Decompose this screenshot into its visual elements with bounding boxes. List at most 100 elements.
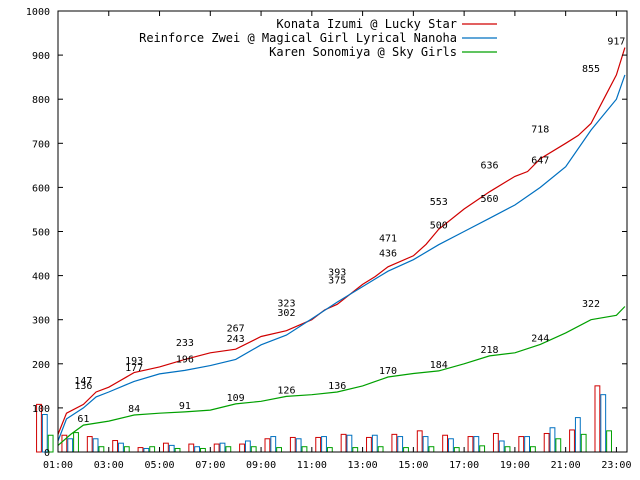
hourly-bar [67, 438, 74, 453]
x-tick-label: 23:00 [601, 460, 631, 471]
data-label: 184 [430, 360, 448, 371]
hourly-bar [574, 417, 581, 453]
x-tick-label: 09:00 [246, 460, 276, 471]
data-label: 218 [480, 345, 498, 356]
hourly-bar [41, 414, 48, 453]
hourly-bar [442, 434, 449, 453]
y-tick-label: 300 [32, 316, 50, 327]
hourly-bar [270, 436, 277, 453]
data-label: 136 [74, 381, 92, 392]
hourly-bar [555, 438, 562, 453]
hourly-bar [264, 438, 271, 453]
hourly-bar [213, 443, 220, 453]
x-tick-label: 05:00 [144, 460, 174, 471]
legend-label: Konata Izumi @ Lucky Star [276, 17, 457, 31]
y-tick-label: 1000 [26, 7, 50, 18]
series-line [57, 306, 626, 446]
hourly-bar [479, 445, 486, 453]
data-label: 147 [74, 376, 92, 387]
hourly-bar [346, 434, 353, 453]
hourly-bar [137, 447, 144, 453]
hourly-bar [143, 447, 150, 453]
hourly-bar [473, 436, 480, 453]
data-label: 136 [328, 381, 346, 392]
hourly-bar [250, 446, 257, 453]
data-label: 302 [277, 308, 295, 319]
hourly-bar [315, 436, 322, 453]
hourly-bar [295, 438, 302, 453]
hourly-bar [98, 446, 105, 453]
hourly-bar [168, 444, 175, 453]
hourly-bars [36, 385, 612, 453]
y-tick-label: 600 [32, 183, 50, 194]
hourly-bar [86, 436, 93, 453]
hourly-bar [194, 446, 201, 453]
data-label: 553 [430, 197, 448, 208]
hourly-bar [162, 442, 169, 453]
hourly-bar [448, 438, 454, 453]
data-label: 267 [227, 323, 245, 334]
y-tick-label: 400 [32, 272, 50, 283]
x-tick-label: 19:00 [500, 460, 530, 471]
x-tick-label: 11:00 [297, 460, 327, 471]
hourly-bar [340, 433, 347, 453]
data-label: 917 [607, 37, 625, 48]
y-tick-label: 200 [32, 360, 50, 371]
hourly-bar [289, 436, 296, 453]
hourly-bar [244, 440, 251, 453]
data-label: 471 [379, 233, 397, 244]
hourly-bar [600, 394, 607, 453]
data-label: 177 [125, 363, 143, 374]
hourly-bar [174, 447, 181, 453]
hourly-bar [200, 447, 206, 453]
series-line [57, 74, 626, 442]
data-label: 393 [328, 268, 346, 279]
hourly-bar [606, 430, 612, 453]
data-label: 560 [480, 194, 498, 205]
hourly-bar [123, 446, 130, 453]
hourly-bar [391, 433, 398, 453]
data-label: 91 [179, 401, 191, 412]
hourly-bar [549, 427, 556, 453]
axes: 0 100 200 300 400 500 600 700 800 900 1000 01:00 03:… [26, 7, 632, 471]
y-tick-label: 500 [32, 228, 50, 239]
data-label: 323 [277, 299, 295, 310]
data-label: 647 [531, 156, 549, 167]
hourly-bar [467, 436, 474, 453]
x-tick-label: 03:00 [94, 460, 124, 471]
hourly-bar [524, 436, 530, 453]
data-labels: 147 193 233 267 323 393 471 553 636 718 855 917 136 1… [74, 37, 625, 425]
x-tick-label: 13:00 [348, 460, 378, 471]
data-label: 170 [379, 366, 397, 377]
hourly-bar [149, 446, 156, 453]
data-label: 126 [277, 385, 295, 396]
hourly-bar [352, 447, 359, 453]
hourly-bar [47, 434, 54, 453]
data-label: 718 [531, 124, 549, 135]
hourly-bar [498, 440, 505, 453]
hourly-bar [377, 446, 384, 453]
y-tick-label: 700 [32, 139, 50, 150]
hourly-bar [92, 438, 99, 453]
hourly-bar [188, 443, 195, 453]
data-label: 636 [480, 161, 498, 172]
hourly-bar [36, 403, 42, 453]
hourly-bar [112, 440, 119, 453]
x-tick-label: 01:00 [43, 460, 73, 471]
legend-label: Reinforce Zwei @ Magical Girl Lyrical Na… [139, 31, 457, 45]
y-tick-label: 800 [32, 95, 50, 106]
series-lines [57, 47, 626, 446]
y-tick-label: 100 [32, 404, 50, 415]
hourly-bar [569, 429, 575, 453]
hourly-bar [518, 436, 525, 453]
hourly-bar [326, 447, 333, 453]
data-label: 61 [77, 414, 89, 425]
data-label: 233 [176, 338, 194, 349]
hourly-bar [422, 436, 429, 453]
data-label: 243 [227, 334, 245, 345]
hourly-bar [543, 432, 550, 453]
hourly-bar [529, 446, 536, 453]
hourly-bar [403, 447, 409, 453]
data-label: 855 [582, 64, 600, 75]
